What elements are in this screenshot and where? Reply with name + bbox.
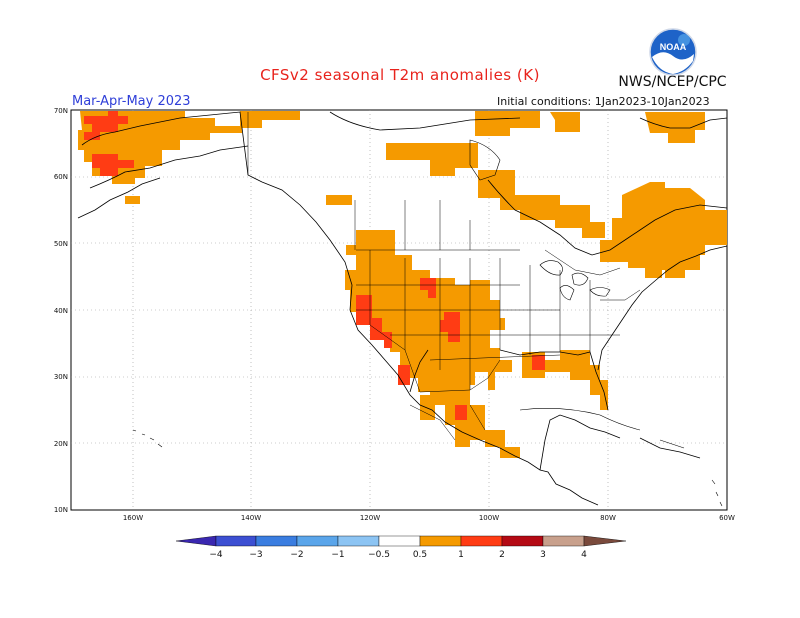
lat-label-40n: 40N <box>54 307 68 315</box>
colorbar-swatch-1-2 <box>460 535 503 547</box>
lon-label-160w: 160W <box>123 514 143 522</box>
lon-label-60w: 60W <box>719 514 735 522</box>
anomaly-1-2-regions <box>84 111 545 420</box>
coastlines <box>77 111 728 506</box>
longitude-labels: 160W 140W 120W 100W 80W 60W <box>123 514 735 522</box>
colorbar-swatch-below-4 <box>175 535 217 547</box>
lon-label-80w: 80W <box>600 514 616 522</box>
lon-label-140w: 140W <box>241 514 261 522</box>
logo-text: NOAA <box>660 42 687 52</box>
colorbar-label-p05: 0.5 <box>413 550 427 560</box>
organization-label: NWS/NCEP/CPC <box>618 74 727 90</box>
colorbar-labels: −4 −3 −2 −1 −0.5 0.5 1 2 3 4 <box>209 550 587 560</box>
forecast-period: Mar-Apr-May 2023 <box>72 94 191 109</box>
initial-conditions: Initial conditions: 1Jan2023-10Jan2023 <box>497 95 710 108</box>
colorbar-swatch-2-3 <box>501 535 544 547</box>
lat-label-70n: 70N <box>54 107 68 115</box>
colorbar-label-p2: 2 <box>499 550 505 560</box>
latitude-labels: 70N 60N 50N 40N 30N 20N 10N <box>54 107 68 514</box>
colorbar-label-m05: −0.5 <box>368 550 390 560</box>
colorbar-swatch-05-1 <box>419 535 462 547</box>
lat-label-10n: 10N <box>54 506 68 514</box>
lat-label-30n: 30N <box>54 373 68 381</box>
lakes <box>469 139 611 301</box>
colorbar-label-m3: −3 <box>249 550 262 560</box>
colorbar-label-p4: 4 <box>581 550 587 560</box>
colorbar-swatch-4-3 <box>215 535 257 547</box>
islands <box>132 408 723 507</box>
colorbar-label-m1: −1 <box>331 550 344 560</box>
political-borders <box>247 112 641 441</box>
lat-label-60n: 60N <box>54 173 68 181</box>
noaa-logo: NOAA <box>649 28 697 76</box>
colorbar-label-p3: 3 <box>540 550 546 560</box>
colorbar-swatch-above-4 <box>583 535 627 547</box>
colorbar-swatch-1-05 <box>337 535 380 547</box>
lon-label-100w: 100W <box>479 514 499 522</box>
colorbar-swatch-2-1 <box>296 535 339 547</box>
colorbar-swatch-3-2 <box>255 535 298 547</box>
map-title: CFSv2 seasonal T2m anomalies (K) <box>260 66 540 84</box>
colorbar-swatch-neutral <box>378 535 421 547</box>
colorbar-swatch-3-4 <box>542 535 585 547</box>
colorbar-label-p1: 1 <box>458 550 464 560</box>
lat-label-50n: 50N <box>54 240 68 248</box>
lon-label-120w: 120W <box>360 514 380 522</box>
lat-label-20n: 20N <box>54 440 68 448</box>
colorbar-label-m4: −4 <box>209 550 223 560</box>
colorbar <box>175 535 627 547</box>
colorbar-label-m2: −2 <box>290 550 303 560</box>
